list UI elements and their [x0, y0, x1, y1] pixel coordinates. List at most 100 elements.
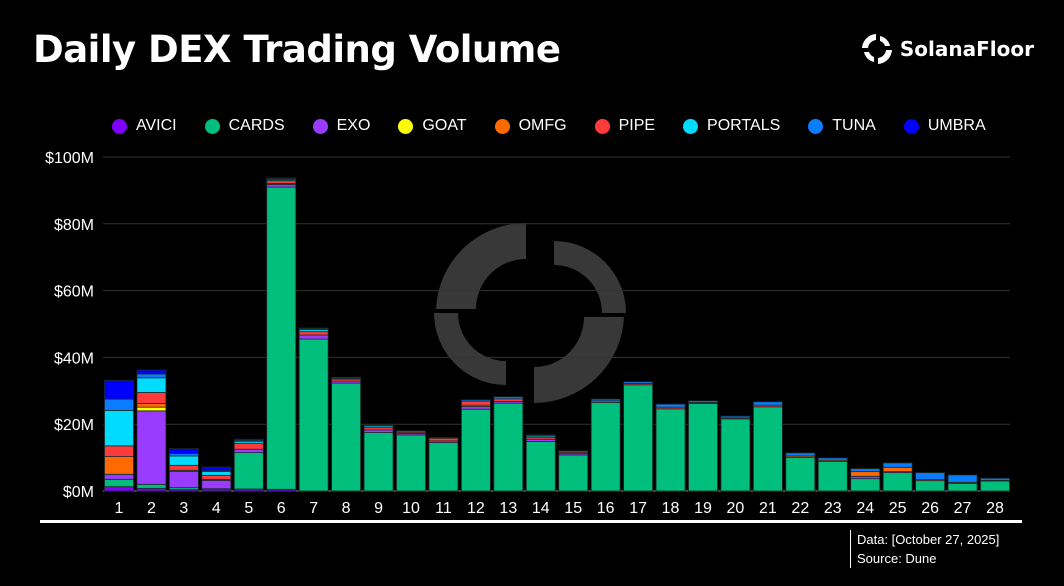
legend-swatch: [808, 118, 824, 134]
x-tick-label: 23: [824, 500, 842, 517]
bar-segment-cards: [460, 408, 491, 492]
legend-item[interactable]: AVICI: [112, 117, 177, 135]
footer-notes: Data: [October 27, 2025] Source: Dune: [850, 530, 999, 568]
bar-segment-cards: [720, 418, 751, 492]
bar-segment-exo: [104, 473, 134, 480]
bar-segment-tuna: [428, 437, 459, 439]
bar-segment-exo: [460, 406, 491, 410]
bar-segment-exo: [233, 448, 264, 453]
legend-label: TUNA: [832, 117, 876, 134]
x-tick-label: 16: [597, 500, 615, 517]
bar-segment-cards: [104, 478, 134, 488]
legend-swatch: [112, 118, 127, 134]
y-tick-label: $0M: [63, 484, 94, 501]
x-tick-label: 12: [467, 500, 485, 517]
bar-segment-portals: [201, 471, 232, 476]
y-tick-label: $60M: [54, 284, 94, 301]
watermark-logo-icon: [434, 222, 626, 404]
bar-segment-tuna: [850, 468, 881, 473]
x-tick-label: 5: [244, 500, 253, 517]
x-tick-label: 19: [694, 500, 712, 517]
x-tick-label: 15: [564, 500, 582, 517]
bar-segment-tuna: [882, 462, 913, 468]
bar-segment-tuna: [752, 401, 783, 406]
bar-segment-omfg: [850, 471, 881, 477]
bar-segment-cards: [882, 472, 913, 492]
bar-segment-cards: [493, 402, 524, 492]
legend-swatch: [312, 118, 328, 134]
legend-item[interactable]: CARDS: [204, 117, 285, 135]
bar-segment-pipe: [298, 331, 329, 336]
bar-segment-umbra: [136, 369, 167, 375]
bar-segment-umbra: [104, 380, 134, 400]
bar-segment-pipe: [201, 474, 232, 480]
bar-segment-portals: [168, 455, 199, 466]
bar-segment-cards: [752, 406, 783, 492]
bar-segment-cards: [428, 442, 459, 492]
bar-segment-tuna: [655, 403, 686, 408]
x-tick-label: 18: [662, 500, 680, 517]
y-tick-label: $80M: [54, 217, 94, 234]
x-tick-label: 8: [342, 500, 351, 517]
bar-segment-cards: [298, 338, 329, 492]
x-tick-label: 21: [759, 500, 777, 517]
brand-name: SolanaFloor: [899, 37, 1034, 61]
legend-swatch: [594, 118, 610, 134]
legend-item[interactable]: PIPE: [594, 117, 655, 135]
bar-segment-cards: [558, 454, 589, 492]
bar-segment-tuna: [525, 434, 556, 437]
legend-item[interactable]: EXO: [312, 117, 370, 135]
legend-swatch: [683, 118, 699, 134]
bar-segment-avici: [136, 487, 167, 492]
solanafloor-logo-icon: [861, 34, 892, 64]
chart-legend: AVICI CARDS EXO GOAT OMFG PIPE PORTALS TUNA UMBR…: [112, 117, 1014, 135]
x-tick-label: 28: [986, 500, 1004, 517]
bar-segment-cards: [915, 480, 946, 492]
bar-segment-tuna: [817, 457, 848, 461]
bar-segment-tuna: [331, 377, 362, 379]
bar-segment-omfg: [136, 403, 167, 408]
legend-label: AVICI: [136, 117, 177, 134]
bar-segment-tuna: [493, 396, 524, 400]
legend-item[interactable]: GOAT: [398, 117, 467, 135]
bar-segment-tuna: [785, 452, 816, 457]
bar-segment-tuna: [980, 477, 1010, 481]
x-tick-label: 3: [179, 500, 188, 517]
bar-segment-tuna: [396, 430, 426, 433]
bar-segment-cards: [947, 482, 978, 492]
bar-segment-cards: [688, 403, 718, 492]
bar-segment-cards: [623, 384, 654, 492]
legend-item[interactable]: PORTALS: [683, 117, 780, 135]
x-tick-label: 13: [499, 500, 517, 517]
brand-logo: SolanaFloor: [860, 32, 1034, 66]
legend-item[interactable]: TUNA: [808, 117, 876, 135]
bar-segment-cards: [136, 483, 167, 489]
data-source: Source: Dune: [857, 551, 937, 566]
bar-segment-umbra: [266, 177, 297, 180]
legend-item[interactable]: OMFG: [494, 117, 567, 135]
legend-item[interactable]: UMBRA: [903, 117, 986, 135]
divider: [40, 520, 1022, 523]
bar-segment-pipe: [493, 398, 524, 402]
y-tick-label: $40M: [54, 350, 94, 367]
bar-segment-pipe: [233, 442, 264, 450]
bar-segment-portals: [104, 410, 134, 447]
x-tick-label: 17: [629, 500, 647, 517]
x-tick-label: 27: [954, 500, 972, 517]
legend-label: OMFG: [518, 117, 567, 134]
bar-segment-cards: [331, 382, 362, 492]
x-tick-label: 9: [374, 500, 383, 517]
legend-label: PORTALS: [707, 117, 781, 134]
bar-segment-cards: [817, 461, 848, 492]
bar-segment-tuna: [688, 400, 718, 403]
bar-segment-pipe: [428, 437, 459, 442]
bar-segment-omfg: [882, 466, 913, 473]
x-tick-label: 11: [435, 500, 452, 517]
bar-segment-cards: [266, 186, 297, 490]
x-tick-label: 14: [532, 500, 550, 517]
x-tick-label: 1: [115, 500, 124, 517]
legend-swatch: [903, 118, 919, 134]
legend-swatch: [494, 118, 510, 134]
bar-segment-umbra: [233, 438, 264, 441]
